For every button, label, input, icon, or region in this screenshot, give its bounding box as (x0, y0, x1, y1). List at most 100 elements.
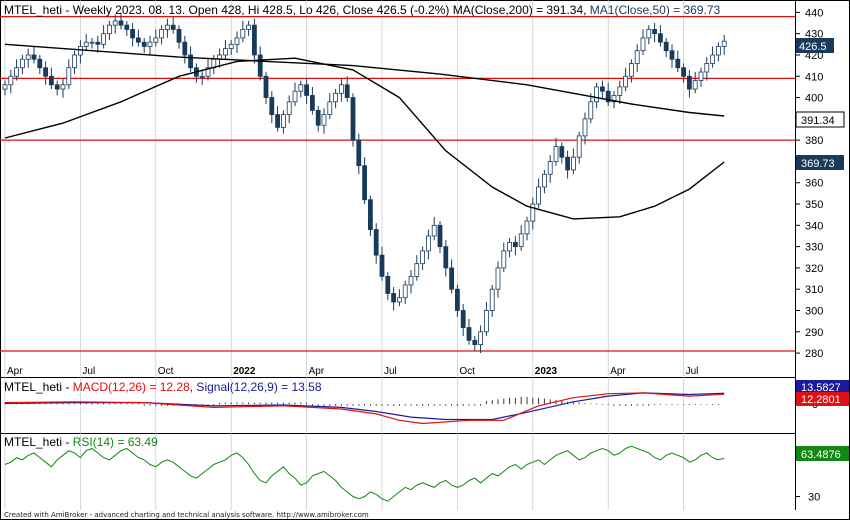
rsi-line (4, 445, 725, 502)
price-ytick-label: 300 (805, 306, 823, 318)
candle-body (286, 101, 292, 116)
candle-body (663, 41, 669, 52)
candle-body (559, 146, 565, 158)
price-ytick-label: 340 (805, 220, 823, 232)
candle-body (391, 293, 397, 303)
candle-body (629, 63, 634, 77)
candle-body (333, 92, 339, 103)
candle-body (43, 67, 48, 77)
macd-tag: 12.2801 (801, 394, 841, 406)
candle-body (321, 114, 327, 126)
moving-averages (4, 43, 725, 220)
y-axis: 2802903003103203303403503603703803904004… (795, 7, 823, 360)
candle-body (31, 54, 37, 60)
candle-body (553, 146, 559, 162)
candle-body (478, 331, 484, 345)
candle-body (25, 54, 31, 60)
candle-body (170, 24, 176, 30)
candle-body (199, 75, 205, 78)
candle-body (130, 29, 136, 39)
x-tick-label: Oct (459, 366, 475, 377)
x-tick-label: Jul (82, 366, 95, 377)
candle-body (228, 43, 234, 49)
candle-body (205, 67, 211, 77)
macd-header-sep: - (62, 380, 73, 394)
candle-body (623, 75, 628, 88)
candle-body (66, 67, 72, 86)
x-tick-label: Apr (610, 366, 626, 377)
candle-body (280, 114, 286, 128)
ma200-line (4, 43, 725, 117)
candle-body (2, 84, 8, 90)
candle-body (466, 327, 472, 341)
candle-body (315, 109, 321, 126)
candle-body (164, 24, 170, 30)
candle-body (49, 75, 54, 86)
price-ytick-label: 280 (805, 348, 823, 360)
close-tag-bg (796, 38, 834, 53)
candle-body (437, 224, 443, 248)
candle-body (188, 54, 194, 69)
price-header-ma50: MA1(Close,50) = 369.73 (586, 3, 720, 17)
candle-body (698, 71, 704, 81)
candle-body (687, 75, 692, 90)
candle-body (536, 186, 541, 205)
x-tick-label: Jul (384, 366, 397, 377)
price-ytick-label: 350 (805, 199, 823, 211)
candle-body (222, 48, 228, 56)
candle-body (617, 86, 623, 96)
price-ytick-label: 380 (805, 135, 823, 147)
candle-body (582, 118, 588, 137)
candle-body (135, 37, 141, 43)
candle-body (513, 241, 518, 248)
candle-body (454, 288, 460, 311)
candle-body (530, 203, 536, 222)
candle-body (460, 310, 466, 328)
candle-body (640, 37, 646, 52)
price-ytick-label: 360 (805, 178, 823, 190)
candle-body (263, 75, 269, 98)
signal-line (4, 392, 725, 421)
ma50-line (4, 57, 725, 220)
price-header-ohlc: - Weekly 2023. 08. 13. Open 428, Hi 428.… (62, 3, 449, 17)
candle-body (518, 233, 524, 248)
price-ytick-label: 320 (805, 263, 823, 275)
candle-body (600, 86, 605, 92)
candle-body (367, 199, 373, 230)
candle-body (350, 97, 356, 141)
rsi-panel: 3070 (4, 445, 820, 504)
rsi-header-rsi: RSI(14) = 63.49 (73, 435, 158, 449)
candle-body (344, 84, 350, 98)
rsi-header-sep: - (62, 435, 73, 449)
candle-body (14, 67, 20, 77)
macd-line (4, 392, 725, 425)
price-ytick-label: 400 (805, 93, 823, 105)
candle-body (710, 54, 715, 64)
ma50-tag: 369.73 (801, 158, 835, 170)
candle-body (408, 276, 414, 286)
candle-body (147, 41, 153, 47)
signal-tag-bg (796, 380, 849, 394)
horizontal-levels (0, 16, 795, 352)
macd-header-ticker: MTEL_heti (4, 380, 62, 394)
ma200-tag: 391.34 (801, 115, 835, 127)
price-ytick-label: 290 (805, 327, 823, 339)
x-tick-label: Apr (309, 366, 325, 377)
candle-body (159, 29, 165, 39)
candle-body (379, 254, 385, 277)
candle-body (565, 156, 570, 171)
candle-body (234, 37, 240, 45)
macd-tag-bg (796, 392, 849, 406)
candle-body (605, 90, 611, 103)
rsi-tag: 63.4876 (801, 449, 841, 461)
candle-body (141, 41, 147, 47)
candle-body (414, 263, 420, 277)
signal-tag: 13.5827 (801, 382, 841, 394)
candle-body (269, 97, 275, 115)
candle-body (373, 229, 379, 256)
candle-body (634, 50, 640, 64)
candle-body (576, 135, 582, 158)
candle-body (112, 20, 118, 26)
candle-body (356, 139, 362, 167)
